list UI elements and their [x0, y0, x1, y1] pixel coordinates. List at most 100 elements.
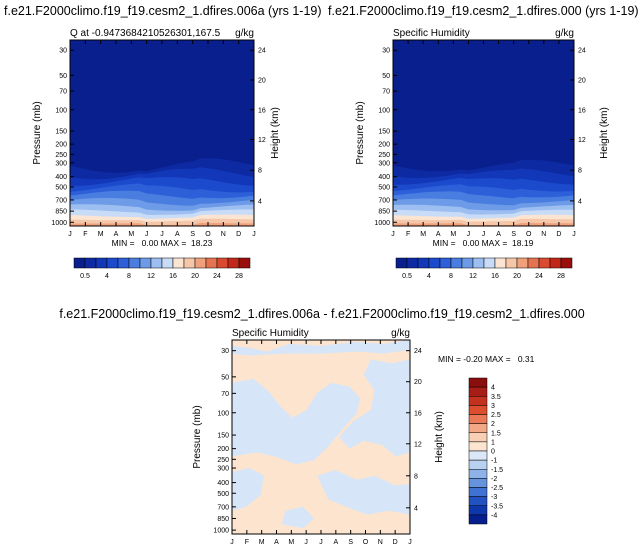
colorbar-label: 0: [491, 449, 495, 456]
y2-tick-label: 20: [578, 77, 586, 84]
y-tick-label: 300: [378, 160, 390, 167]
y2-tick-label: 16: [414, 410, 422, 417]
y2-tick-label: 24: [414, 348, 422, 355]
contour-band: [281, 506, 314, 529]
x-tick-label: N: [378, 539, 383, 546]
x-tick-label: A: [496, 231, 501, 238]
y-tick-label: 700: [55, 197, 67, 204]
colorbar-label: 0.5: [402, 273, 412, 280]
colorbar-label: 2.5: [491, 412, 501, 419]
y-tick-label: 300: [55, 160, 67, 167]
x-tick-label: F: [245, 539, 249, 546]
colorbar-label: 28: [557, 273, 565, 280]
colorbar-label: 24: [213, 273, 221, 280]
colorbar-box: [468, 478, 488, 488]
colorbar-box: [468, 450, 488, 461]
x-tick-label: J: [572, 231, 576, 238]
diff-panel-subtitle: Specific Humidity: [232, 328, 309, 339]
colorbar-label: 12: [469, 273, 477, 280]
colorbar-label: 1: [491, 439, 495, 446]
x-tick-label: J: [68, 231, 72, 238]
x-tick-label: A: [175, 231, 180, 238]
y2-tick-label: 24: [258, 48, 266, 55]
x-tick-label: F: [83, 231, 87, 238]
y2-tick-label: 16: [578, 107, 586, 114]
colorbar-box: [95, 257, 108, 269]
x-tick-label: A: [436, 231, 441, 238]
colorbar-box: [468, 405, 488, 415]
y-tick-label: 50: [221, 374, 229, 381]
colorbar-box: [468, 441, 488, 452]
colorbar-label: 24: [535, 273, 543, 280]
x-tick-label: A: [114, 231, 119, 238]
colorbar-label: 4: [491, 385, 495, 392]
y-tick-label: 100: [378, 107, 390, 114]
y-tick-label: 1000: [374, 220, 390, 227]
colorbar-label: 0.5: [80, 273, 90, 280]
colorbar-box: [468, 487, 488, 497]
x-tick-label: N: [541, 231, 546, 238]
y-tick-label: 250: [55, 152, 67, 159]
colorbar-box: [439, 257, 452, 269]
colorbar-label: 20: [191, 273, 199, 280]
y-tick-label: 850: [217, 516, 229, 523]
y2-tick-label: 4: [258, 198, 262, 205]
colorbar-box: [538, 257, 551, 269]
colorbar-label: -3: [491, 494, 497, 501]
colorbar-box: [150, 257, 163, 269]
colorbar-box: [468, 414, 488, 424]
colorbar-box: [84, 257, 97, 269]
x-tick-label: S: [348, 539, 353, 546]
x-tick-label: J: [160, 231, 164, 238]
y-tick-label: 150: [378, 129, 390, 136]
x-tick-label: S: [190, 231, 195, 238]
colorbar-box: [205, 257, 218, 269]
colorbar-box: [450, 257, 463, 269]
diff-minmax: MIN = -0.20 MAX = 0.31: [438, 354, 535, 364]
x-tick-label: J: [145, 231, 149, 238]
y2-tick-label: 8: [414, 473, 418, 480]
y-tick-label: 850: [55, 209, 67, 216]
colorbar-label: -2: [491, 476, 497, 483]
contour-band: [338, 359, 410, 457]
y2-tick-label: 8: [258, 168, 262, 175]
colorbar-box: [468, 432, 488, 443]
y-tick-label: 200: [217, 446, 229, 453]
colorbar-box: [216, 257, 229, 269]
diff-y2label: Height (km): [434, 411, 445, 463]
y-tick-label: 400: [217, 480, 229, 487]
diff-ylabel: Pressure (mb): [192, 405, 203, 468]
y-tick-label: 150: [217, 433, 229, 440]
y-tick-label: 100: [217, 410, 229, 417]
y2-tick-label: 12: [258, 137, 266, 144]
colorbar-box: [194, 257, 207, 269]
colorbar-label: 4: [105, 273, 109, 280]
colorbar-box: [549, 257, 562, 269]
x-tick-label: J: [467, 231, 471, 238]
colorbar-label: 12: [147, 273, 155, 280]
y-tick-label: 30: [382, 48, 390, 55]
y-tick-label: 700: [378, 197, 390, 204]
x-tick-label: N: [221, 231, 226, 238]
y-tick-label: 500: [217, 491, 229, 498]
x-tick-label: J: [319, 539, 323, 546]
colorbar-box: [468, 377, 488, 388]
y-tick-label: 850: [378, 209, 390, 216]
y2-tick-label: 16: [258, 107, 266, 114]
colorbar-box: [461, 257, 474, 269]
y-tick-label: 50: [382, 73, 390, 80]
colorbar-label: 8: [449, 273, 453, 280]
colorbar-box: [128, 257, 141, 269]
right-y2label: Height (km): [599, 107, 610, 159]
left-colorbar: 0.5 4 8 12 16 20 24 28: [73, 257, 251, 280]
y-tick-label: 300: [217, 466, 229, 473]
colorbar-label: 3: [491, 403, 495, 410]
y-tick-label: 30: [221, 348, 229, 355]
y2-tick-label: 24: [578, 48, 586, 55]
y-tick-label: 500: [55, 184, 67, 191]
y-tick-label: 30: [59, 48, 67, 55]
x-tick-label: M: [288, 539, 294, 546]
